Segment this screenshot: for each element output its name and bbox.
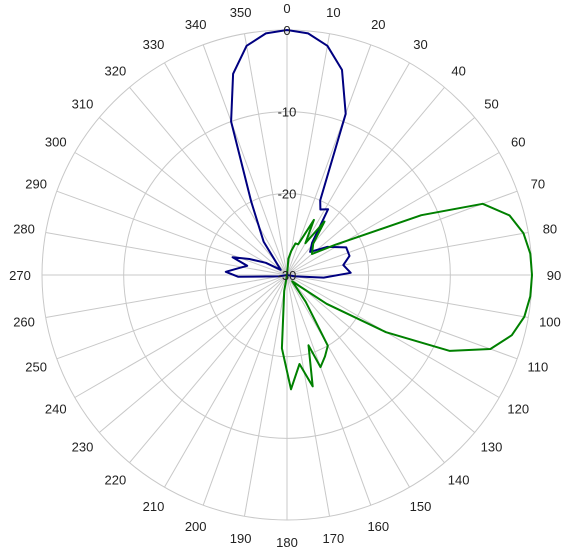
- angle-tick-label: 210: [143, 499, 165, 514]
- angle-tick-label: 340: [185, 17, 207, 32]
- radial-tick-label: -20: [278, 186, 297, 201]
- grid-spoke: [164, 274, 288, 488]
- angle-tick-label: 270: [9, 268, 31, 283]
- angle-tick-label: 90: [547, 268, 561, 283]
- grid-spoke: [286, 231, 529, 276]
- angle-tick-label: 150: [410, 499, 432, 514]
- angle-tick-label: 50: [484, 96, 498, 111]
- angle-tick-label: 260: [13, 314, 35, 329]
- grid-spoke: [286, 44, 372, 276]
- grid-spoke: [56, 190, 288, 276]
- grid-spoke: [286, 274, 518, 360]
- angle-tick-label: 240: [45, 402, 67, 417]
- grid-spoke: [56, 274, 288, 360]
- angle-tick-label: 140: [448, 473, 470, 488]
- radial-tick-label: -30: [278, 268, 297, 283]
- angle-tick-label: 190: [230, 531, 252, 546]
- grid-spoke: [243, 33, 288, 276]
- angle-tick-label: 330: [143, 37, 165, 52]
- angle-tick-label: 0: [283, 1, 290, 16]
- grid-spoke: [286, 274, 410, 488]
- angle-tick-label: 310: [72, 96, 94, 111]
- grid-spoke: [45, 274, 288, 319]
- grid-spoke: [286, 274, 331, 517]
- grid-spoke: [286, 152, 500, 276]
- grid-spoke: [202, 44, 288, 276]
- series-layer: [224, 29, 533, 391]
- angle-tick-label: 40: [451, 63, 465, 78]
- angle-tick-label: 220: [105, 473, 127, 488]
- angle-tick-label: 120: [507, 402, 529, 417]
- grid-spoke: [98, 274, 288, 433]
- grid-spoke: [286, 274, 500, 398]
- angle-tick-label: 70: [531, 177, 545, 192]
- radial-tick-label: -10: [278, 105, 297, 120]
- angle-tick-label: 290: [25, 177, 47, 192]
- angle-tick-label: 250: [25, 359, 47, 374]
- angle-tick-label: 280: [13, 222, 35, 237]
- radial-tick-label: 0: [283, 23, 290, 38]
- angle-tick-label: 60: [511, 135, 525, 150]
- grid-spoke: [286, 274, 372, 506]
- grid-spoke: [129, 274, 288, 464]
- angle-tick-label: 300: [45, 135, 67, 150]
- grid-spoke: [164, 62, 288, 276]
- grid-spoke: [74, 152, 288, 276]
- grid-spoke: [74, 274, 288, 398]
- angle-tick-label: 320: [105, 63, 127, 78]
- grid-spoke: [98, 117, 288, 276]
- grid-spoke: [202, 274, 288, 506]
- angle-tick-label: 110: [528, 359, 549, 374]
- grid-spoke: [286, 33, 331, 276]
- grid-spoke: [286, 274, 476, 433]
- angle-tick-label: 350: [230, 5, 252, 20]
- angle-tick-labels: 0 10 20 30 40 50 60 70 80 90 100 110 120 130 140 150 160…: [9, 1, 561, 549]
- angle-tick-label: 30: [413, 37, 427, 52]
- angle-tick-label: 180: [276, 535, 298, 549]
- grid-spoke: [286, 274, 529, 319]
- series-line: [280, 202, 533, 391]
- angle-tick-label: 20: [371, 17, 385, 32]
- grid-spoke: [45, 231, 288, 276]
- angle-tick-label: 200: [185, 519, 207, 534]
- grid-spoke: [286, 274, 445, 464]
- angle-tick-label: 80: [543, 222, 557, 237]
- angle-tick-label: 10: [326, 5, 340, 20]
- angle-tick-label: 230: [72, 440, 94, 455]
- polar-grid: [41, 29, 533, 521]
- angle-tick-label: 100: [539, 314, 561, 329]
- grid-spoke: [243, 274, 288, 517]
- angle-tick-label: 170: [323, 531, 345, 546]
- angle-tick-label: 130: [481, 440, 503, 455]
- angle-tick-label: 160: [367, 519, 389, 534]
- grid-spoke: [129, 86, 288, 276]
- radial-tick-labels: -30 -20 -10 0: [278, 23, 297, 283]
- series-line: [224, 29, 352, 279]
